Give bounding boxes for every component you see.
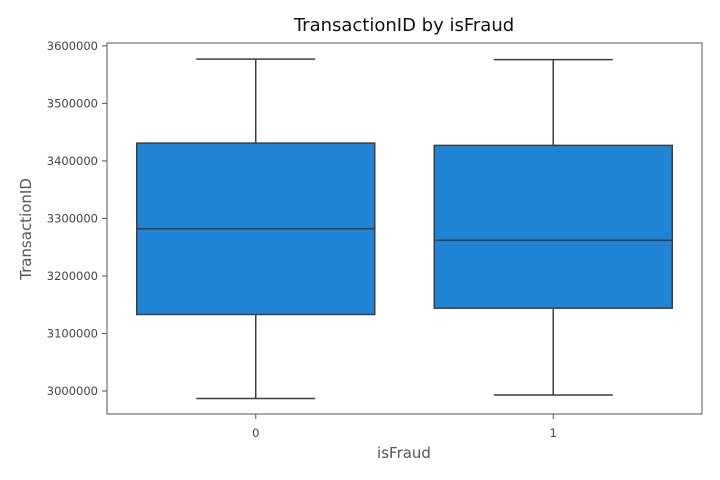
box-0 bbox=[136, 58, 376, 400]
boxes-group bbox=[136, 58, 673, 400]
x-axis-label: isFraud bbox=[377, 444, 431, 462]
y-tick-label: 3500000 bbox=[47, 96, 98, 110]
y-axis: 3000000 3100000 3200000 3300000 3400000 35000… bbox=[47, 39, 107, 398]
y-tick-label: 3300000 bbox=[47, 211, 98, 225]
plot-area-frame bbox=[106, 42, 703, 415]
y-axis-label: TransactionID bbox=[17, 178, 35, 281]
iqr-box bbox=[433, 144, 673, 309]
box-1 bbox=[433, 58, 673, 396]
x-tick-label: 1 bbox=[550, 426, 557, 440]
y-tick-label: 3100000 bbox=[47, 326, 98, 340]
y-tick-label: 3000000 bbox=[47, 384, 98, 398]
y-tick-label: 3400000 bbox=[47, 154, 98, 168]
y-tick-label: 3600000 bbox=[47, 39, 98, 53]
chart-title: TransactionID by isFraud bbox=[293, 15, 514, 36]
y-tick-label: 3200000 bbox=[47, 269, 98, 283]
x-tick-label: 0 bbox=[252, 426, 259, 440]
